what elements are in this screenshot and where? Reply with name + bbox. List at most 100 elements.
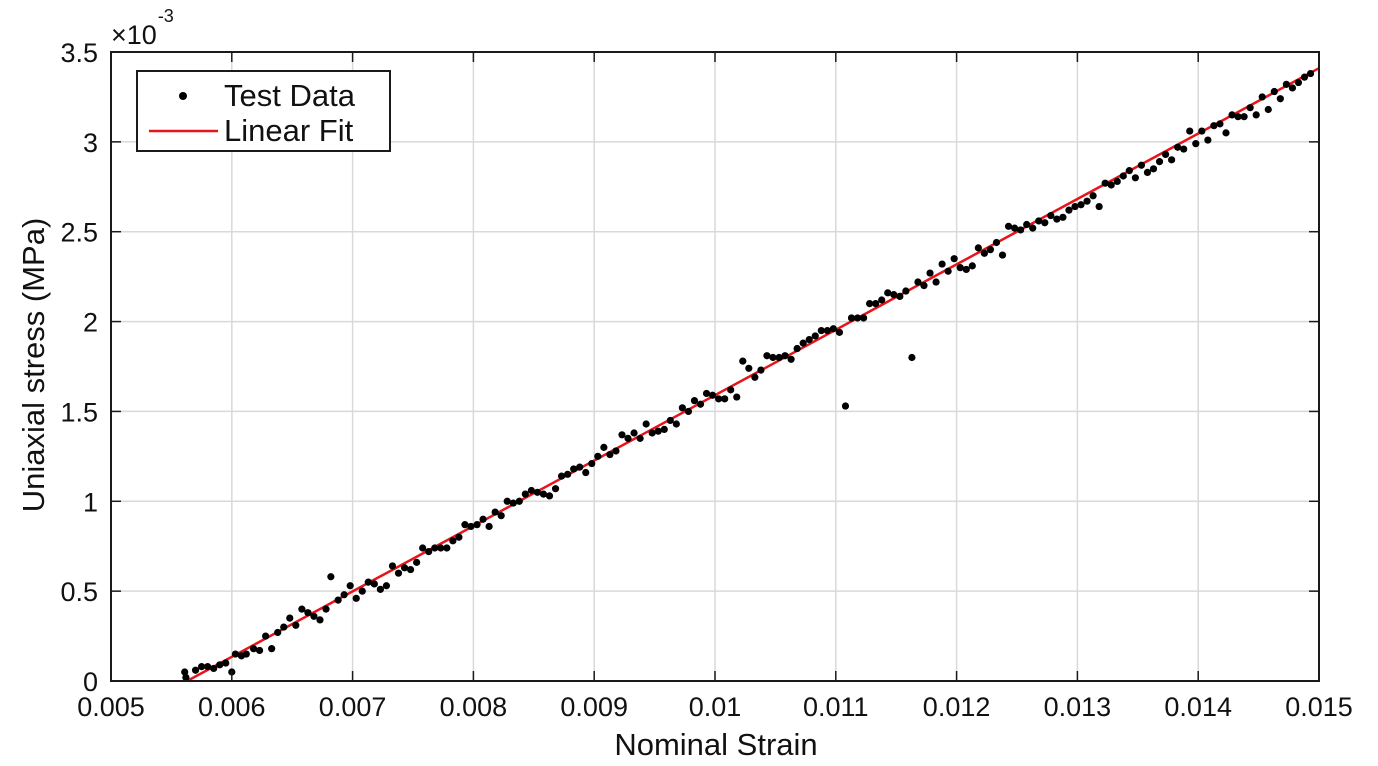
- test-data-point: [485, 522, 493, 531]
- y-tick-label: 2.5: [60, 218, 98, 248]
- test-data-point: [866, 300, 874, 308]
- test-data-point: [690, 397, 699, 405]
- test-data-point: [419, 544, 427, 552]
- test-data-point: [1210, 122, 1218, 130]
- test-data-point: [1258, 93, 1266, 101]
- y-tick-label: 1.5: [60, 397, 98, 427]
- test-data-point: [793, 344, 801, 353]
- test-data-point: [1017, 226, 1025, 234]
- test-data-point: [781, 352, 789, 360]
- test-data-point: [413, 558, 421, 566]
- test-data-point: [932, 278, 940, 286]
- test-data-point: [1089, 192, 1097, 200]
- test-data-point: [198, 663, 206, 671]
- test-data-point: [406, 565, 415, 574]
- y-tick-label: 0.5: [60, 577, 98, 607]
- test-data-point: [841, 402, 850, 410]
- test-data-point: [1149, 165, 1158, 173]
- test-data-point: [878, 296, 886, 304]
- test-data-point: [962, 265, 970, 274]
- test-data-point: [1125, 167, 1133, 175]
- test-data-point: [612, 447, 620, 455]
- test-data-point: [352, 594, 360, 602]
- test-data-point: [242, 650, 250, 658]
- test-data-point: [751, 373, 759, 381]
- test-data-point: [1077, 201, 1085, 209]
- test-data-point: [835, 328, 844, 336]
- test-data-point: [696, 400, 705, 408]
- test-data-point: [1294, 78, 1303, 87]
- test-data-point: [280, 623, 288, 631]
- test-data-point: [757, 366, 765, 374]
- test-data-point: [286, 614, 294, 622]
- test-data-point: [570, 465, 578, 473]
- y-exponent-base: ×10: [111, 20, 157, 50]
- test-data-point: [1222, 129, 1230, 137]
- test-data-point: [425, 548, 433, 556]
- test-data-point: [222, 659, 230, 667]
- test-data-point: [382, 582, 391, 590]
- test-data-point: [181, 668, 189, 676]
- test-data-point: [1216, 120, 1224, 128]
- test-data-point: [1234, 113, 1242, 121]
- test-data-point: [853, 314, 862, 322]
- test-data-point: [437, 544, 445, 552]
- legend-box: [136, 70, 391, 152]
- test-data-point: [292, 621, 300, 629]
- test-data-point: [1119, 172, 1127, 180]
- test-data-point: [1071, 202, 1079, 211]
- test-data-point: [249, 645, 258, 653]
- test-data-point: [648, 429, 656, 437]
- test-data-point: [715, 395, 723, 403]
- test-data-point: [503, 497, 511, 505]
- test-data-point: [539, 490, 548, 498]
- test-data-point: [340, 591, 348, 599]
- test-data-point: [1168, 156, 1176, 164]
- test-data-point: [461, 521, 469, 529]
- test-data-point: [896, 292, 904, 301]
- test-data-point: [950, 255, 958, 263]
- test-data-point: [763, 352, 771, 360]
- legend-label-linear-fit: Linear Fit: [224, 113, 354, 148]
- test-data-point: [775, 353, 783, 362]
- test-data-point: [431, 544, 439, 552]
- test-data-point: [255, 646, 264, 655]
- test-data-point: [974, 244, 982, 252]
- test-data-point: [509, 499, 517, 507]
- x-tick-label: 0.014: [1164, 692, 1232, 722]
- test-data-point: [376, 585, 384, 593]
- test-data-point: [231, 650, 240, 658]
- test-data-point: [1053, 215, 1061, 223]
- grid-lines: [111, 52, 1319, 681]
- x-tick-labels: 0.005 0.006 0.007 0.008 0.009 0.01 0.011 0.012 0…: [77, 692, 1353, 722]
- x-tick-label: 0.005: [77, 692, 145, 722]
- test-data-point: [551, 485, 560, 493]
- test-data-point: [890, 291, 898, 299]
- test-data-point: [1101, 179, 1109, 187]
- test-data-point: [327, 573, 335, 581]
- x-tick-label: 0.01: [689, 692, 742, 722]
- test-data-point: [660, 425, 668, 433]
- test-data-point: [678, 404, 686, 412]
- test-data-point: [769, 353, 777, 362]
- x-tick-label: 0.008: [440, 692, 508, 722]
- test-data-point: [618, 431, 626, 439]
- test-data-series: [181, 69, 1315, 682]
- x-tick-label: 0.009: [560, 692, 628, 722]
- x-tick-label: 0.015: [1285, 692, 1353, 722]
- test-data-point: [1198, 127, 1206, 135]
- legend-marker-test-data: [179, 92, 187, 100]
- tick-marks: [110, 51, 1320, 682]
- test-data-point: [274, 628, 282, 637]
- test-data-point: [370, 580, 378, 588]
- test-data-point: [920, 282, 928, 290]
- test-data-point: [606, 450, 614, 459]
- test-data-point: [799, 339, 807, 347]
- test-data-point: [908, 353, 916, 362]
- test-data-point: [872, 300, 880, 308]
- test-data-point: [1047, 211, 1055, 220]
- test-data-point: [576, 463, 584, 471]
- test-data-point: [998, 251, 1007, 259]
- y-axis-label: Uniaxial stress (MPa): [16, 218, 51, 513]
